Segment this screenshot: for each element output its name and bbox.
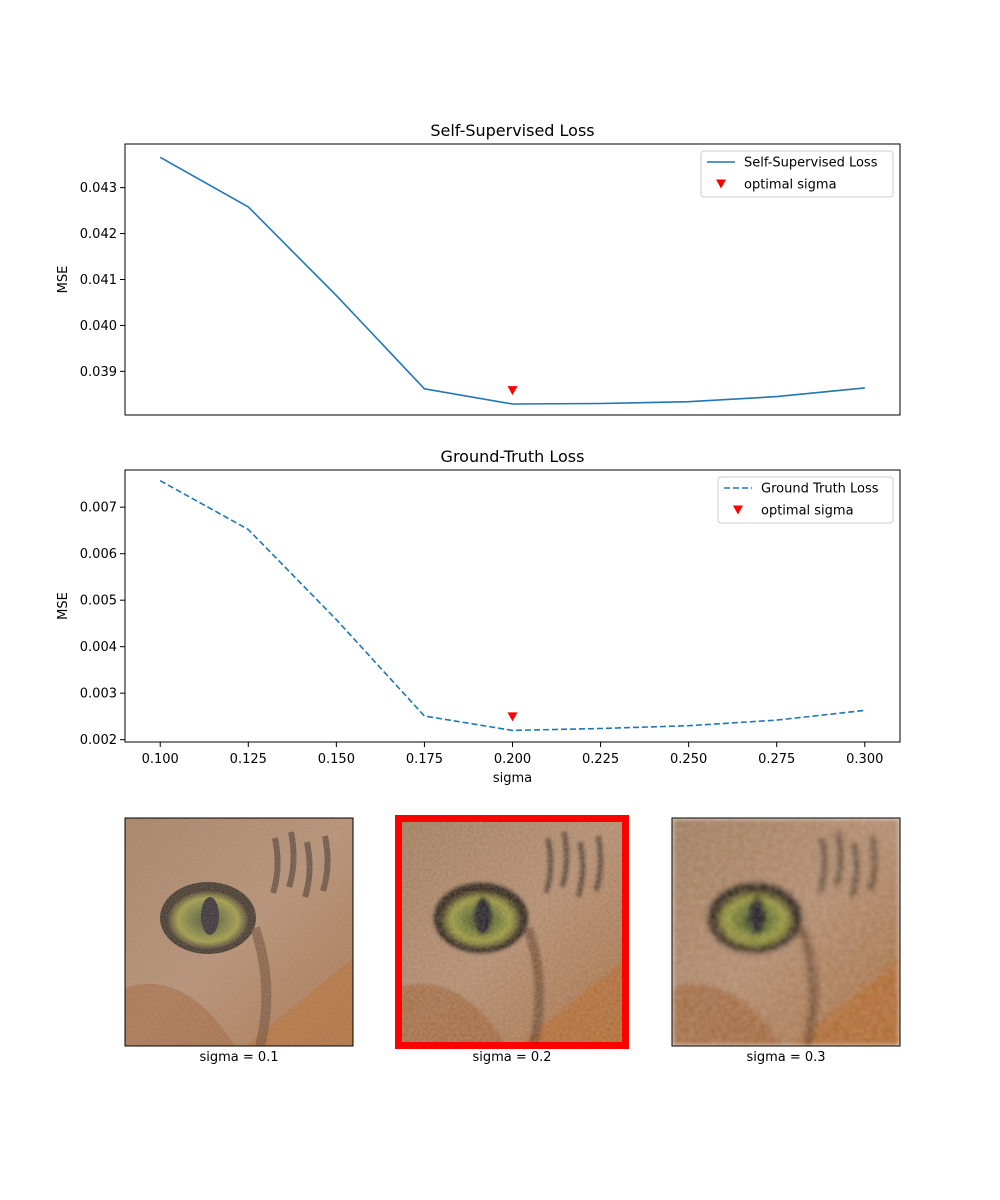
x-axis-label: sigma (493, 771, 532, 786)
plot-frame (124, 469, 901, 743)
y-axis-label: MSE (56, 592, 71, 620)
legend-label-marker: optimal sigma (744, 178, 837, 193)
y-axis-label: MSE (56, 266, 71, 294)
thumbnail-image-1 (124, 817, 354, 1047)
thumbnail-caption-1: sigma = 0.1 (199, 1050, 279, 1065)
legend-marker-swatch (733, 505, 743, 515)
thumbnail-row (124, 815, 901, 1049)
x-tick-label: 0.150 (318, 752, 355, 767)
y-tick-label: 0.002 (80, 733, 117, 748)
legend-box (700, 150, 894, 198)
x-tick-label: 0.250 (670, 752, 707, 767)
chart-title: Ground-Truth Loss (441, 447, 585, 466)
thumbnail-image-2 (395, 815, 629, 1049)
legend: Self-Supervised Loss optimal sigma (700, 150, 894, 198)
series-line (159, 156, 865, 405)
x-tick-label: 0.275 (758, 752, 795, 767)
chart-self-supervised: Self-Supervised Loss 0.039 0.040 0.041 0.042… (56, 121, 901, 416)
y-tick-label: 0.043 (80, 181, 117, 196)
thumbnail-frame (671, 817, 901, 1047)
y-tick-label: 0.040 (80, 319, 117, 334)
legend: Ground Truth Loss optimal sigma (717, 476, 894, 524)
y-tick-label: 0.004 (80, 640, 117, 655)
y-tick-label: 0.005 (80, 594, 117, 609)
y-tick-label: 0.006 (80, 547, 117, 562)
x-tick-label: 0.125 (230, 752, 267, 767)
y-tick-label: 0.003 (80, 687, 117, 702)
series-line (159, 480, 865, 732)
x-tick-label: 0.300 (846, 752, 883, 767)
y-tick-label: 0.041 (80, 273, 117, 288)
y-tick-label: 0.007 (80, 501, 117, 516)
optimal-sigma-marker (507, 712, 518, 722)
thumbnail-caption-3: sigma = 0.3 (746, 1050, 826, 1065)
legend-box (717, 476, 894, 524)
legend-label-series: Ground Truth Loss (761, 482, 879, 497)
y-tick-label: 0.042 (80, 227, 117, 242)
y-tick-label: 0.039 (80, 365, 117, 380)
chart-ground-truth: Ground-Truth Loss 0.002 0.003 0.004 0.005 0.0… (56, 447, 901, 786)
thumbnail-frame (124, 817, 354, 1047)
x-tick-label: 0.200 (494, 752, 531, 767)
selected-highlight-frame (395, 815, 629, 1049)
x-tick-label: 0.225 (582, 752, 619, 767)
legend-label-series: Self-Supervised Loss (744, 156, 878, 171)
x-tick-label: 0.175 (406, 752, 443, 767)
legend-marker-swatch (716, 179, 726, 189)
legend-label-marker: optimal sigma (761, 504, 854, 519)
thumbnail-caption-2: sigma = 0.2 (472, 1050, 552, 1065)
chart-title: Self-Supervised Loss (430, 121, 594, 140)
x-tick-label: 0.100 (142, 752, 179, 767)
plot-frame (124, 143, 901, 416)
optimal-sigma-marker (507, 386, 518, 396)
thumbnail-image-3 (671, 817, 901, 1047)
